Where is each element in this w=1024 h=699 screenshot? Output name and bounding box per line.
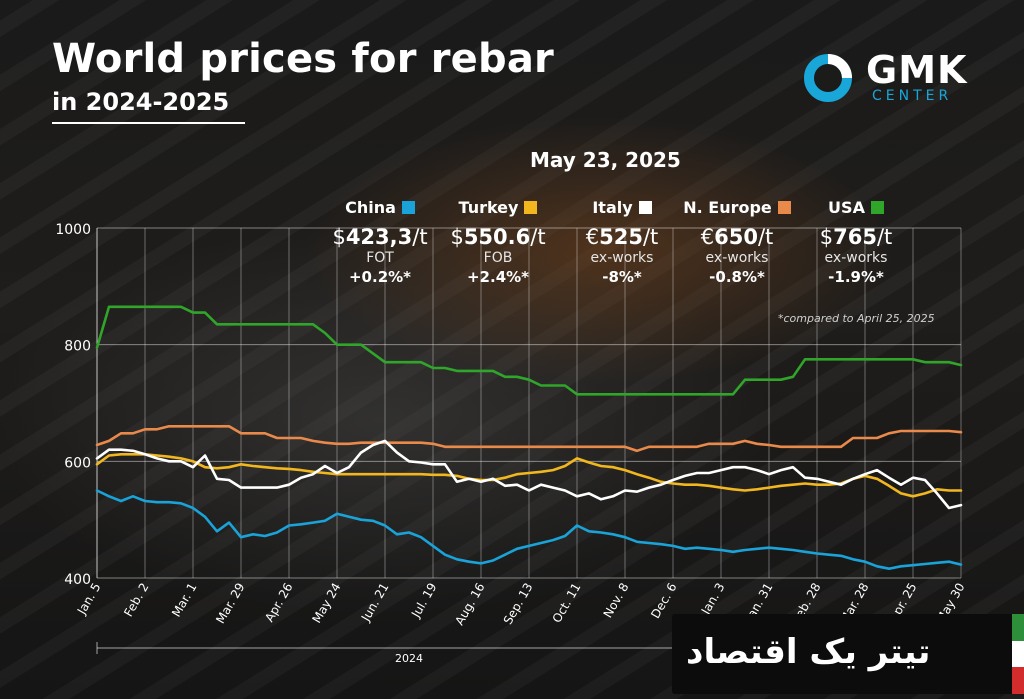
summary-name: Turkey bbox=[438, 198, 558, 217]
summary-change: +2.4%* bbox=[466, 268, 529, 286]
banner-text: تیتر یک اقتصاد bbox=[686, 632, 931, 672]
x-tick-label: Mar. 29 bbox=[213, 581, 247, 626]
summary-italy: Italy €525/t ex-works -8%* bbox=[562, 198, 682, 286]
page-subtitle: in 2024-2025 bbox=[52, 88, 230, 116]
series-line-italy bbox=[95, 439, 963, 510]
footnote: *compared to April 25, 2025 bbox=[778, 312, 935, 325]
x-tick-label: Mar. 1 bbox=[169, 581, 200, 620]
summary-price: €650/t bbox=[700, 225, 774, 249]
series-line-turkey bbox=[95, 452, 963, 498]
summary-usa: USA $765/t ex-works -1.9%* bbox=[796, 198, 916, 286]
legend-swatch-icon bbox=[401, 201, 415, 214]
y-tick-label: 800 bbox=[64, 339, 91, 355]
page-title: World prices for rebar bbox=[52, 36, 554, 82]
logo-brand: GMK bbox=[866, 48, 968, 92]
summary-name: USA bbox=[796, 198, 916, 217]
watermark-banner: تیتر یک اقتصاد bbox=[672, 614, 1012, 694]
gmk-logo: GMK CENTER bbox=[802, 48, 978, 108]
logo-sub: CENTER bbox=[872, 88, 953, 104]
summary-change: -0.8%* bbox=[709, 268, 765, 286]
summary-name: N. Europe bbox=[677, 198, 797, 217]
x-tick-label: Oct. 11 bbox=[550, 581, 584, 626]
summary-change: +0.2%* bbox=[348, 268, 411, 286]
logo-ring-icon bbox=[804, 54, 852, 102]
summary-name-text: Italy bbox=[592, 198, 633, 217]
x-tick-label: Nov. 8 bbox=[601, 581, 632, 621]
x-tick-label: Jul. 19 bbox=[408, 581, 439, 621]
x-tick-label: Aug. 16 bbox=[452, 581, 487, 628]
x-tick-label: Apr. 26 bbox=[262, 581, 295, 625]
y-tick-label: 600 bbox=[64, 455, 91, 471]
x-tick-label: Jan. 3 bbox=[698, 581, 728, 618]
summary-date: May 23, 2025 bbox=[530, 148, 681, 172]
summary-name-text: Turkey bbox=[458, 198, 519, 217]
summary-name: China bbox=[320, 198, 440, 217]
x-tick-label: Jun. 21 bbox=[358, 581, 391, 625]
summary-basis: ex-works bbox=[590, 250, 654, 266]
flag-icon bbox=[1012, 614, 1024, 695]
series-line-n-europe bbox=[95, 424, 963, 453]
summary-basis: ex-works bbox=[824, 250, 888, 266]
x-tick-label: Feb. 2 bbox=[121, 581, 151, 620]
legend-swatch-icon bbox=[870, 201, 884, 214]
summary-name-text: USA bbox=[828, 198, 865, 217]
summary-china: China $423,3/t FOT +0.2%* bbox=[320, 198, 440, 286]
summary-name: Italy bbox=[562, 198, 682, 217]
x-tick-label: Sep. 13 bbox=[501, 581, 536, 627]
summary-change: -1.9%* bbox=[828, 268, 884, 286]
legend-swatch-icon bbox=[777, 201, 791, 214]
summary-basis: FOB bbox=[483, 250, 513, 266]
series-line-usa bbox=[95, 305, 963, 396]
summary-name-text: China bbox=[345, 198, 396, 217]
x-tick-label: May 24 bbox=[310, 581, 344, 626]
summary-price: $423,3/t bbox=[332, 225, 428, 249]
summary-change: -8%* bbox=[602, 268, 642, 286]
y-tick-label: 400 bbox=[64, 572, 91, 588]
series-line-china bbox=[95, 489, 963, 571]
summary-n-europe: N. Europe €650/t ex-works -0.8%* bbox=[677, 198, 797, 286]
summary-basis: FOT bbox=[366, 250, 394, 266]
summary-basis: ex-works bbox=[705, 250, 769, 266]
summary-name-text: N. Europe bbox=[683, 198, 772, 217]
legend-swatch-icon bbox=[524, 201, 538, 214]
summary-price: $550.6/t bbox=[450, 225, 546, 249]
summary-price: $765/t bbox=[819, 225, 893, 249]
summary-turkey: Turkey $550.6/t FOB +2.4%* bbox=[438, 198, 558, 286]
summary-price: €525/t bbox=[585, 225, 659, 249]
y-tick-label: 1000 bbox=[55, 222, 91, 238]
title-underline bbox=[52, 122, 245, 124]
legend-swatch-icon bbox=[638, 201, 652, 214]
year-label: 2024 bbox=[395, 652, 423, 665]
